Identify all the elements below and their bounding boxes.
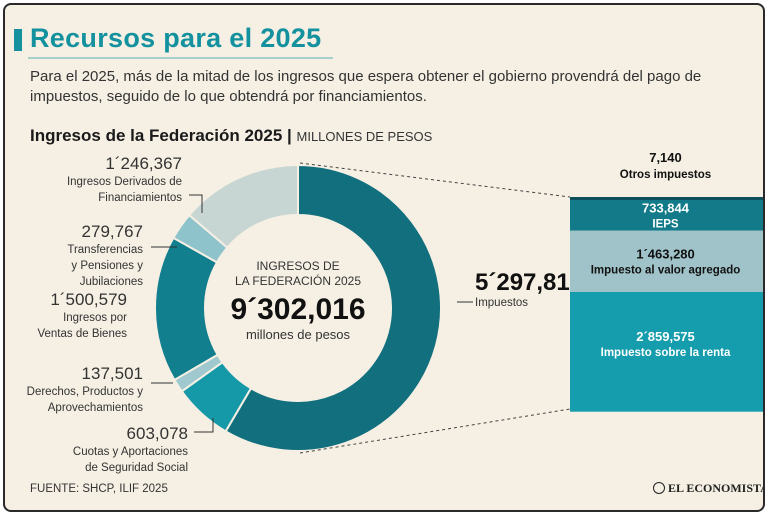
center-unit: millones de pesos [246,327,351,342]
source-note: FUENTE: SHCP, ILIF 2025 [30,483,168,495]
slice-value-2: 137,501 [82,364,143,383]
bar-label-3: Impuesto sobre la renta [601,347,731,359]
slice-label-4-2: Jubilaciones [80,276,144,288]
center-total: 9´302,016 [230,293,365,326]
slice-label-2-1: Aprovechamientos [48,402,143,414]
slice-label-3-0: Ingresos por [63,312,127,324]
bar-segment-2 [570,230,763,292]
title-accent-bar [14,29,22,51]
slice-label-1-1: de Seguridad Social [85,462,188,474]
bar-label-0: Otros impuestos [620,169,711,181]
chart-title-text: Ingresos de la Federación 2025 [30,126,283,145]
chart-title: Ingresos de la Federación 2025 | MILLONE… [30,126,432,146]
slice-label-3-1: Ventas de Bienes [37,328,127,340]
slice-label-0-0: Impuestos [475,297,528,309]
brand-globe-icon [653,482,665,494]
bar-label-2: Impuesto al valor agregado [591,264,741,276]
bar-segment-1 [570,200,763,231]
slice-label-4-1: y Pensiones y [71,260,143,272]
center-line2: LA FEDERACIÓN 2025 [235,273,361,288]
slice-label-5-0: Ingresos Derivados de [67,176,182,188]
page-title: Recursos para el 2025 [30,23,322,53]
slice-label-4-0: Transferencias [67,244,143,256]
bar-segment-3 [570,291,763,412]
slice-label-5-1: Financiamientos [98,192,182,204]
chart-title-divider: | [287,126,297,145]
donut-slice-5 [187,163,299,250]
slice-label-1-0: Cuotas y Aportaciones [73,446,188,458]
infographic-frame: Recursos para el 2025 Para el 2025, más … [3,3,765,512]
slice-value-1: 603,078 [127,424,188,443]
center-line1: INGRESOS DE [256,259,339,273]
donut-chart [154,163,442,452]
slice-value-5: 1´246,367 [105,154,182,173]
bar-value-2: 1´463,280 [636,246,695,261]
title-underline [28,57,333,59]
leader-lines [151,162,571,454]
donut-slice-0 [224,163,442,452]
bar-label-1: IEPS [652,218,679,230]
bar-value-1: 733,844 [642,200,690,215]
impuestos-breakdown-bar: 7,140 Otros impuestos 733,844 IEPS 1´463,280… [570,150,763,412]
slice-label-2-0: Derechos, Productos y [27,386,144,398]
leader-line-5 [189,194,203,213]
chart-unit: MILLONES DE PESOS [296,129,433,144]
bar-value-3: 2´859,575 [636,329,695,344]
slice-value-3: 1´500,579 [50,290,127,309]
bar-value-0: 7,140 [649,150,682,165]
donut-center: INGRESOS DE LA FEDERACIÓN 2025 9´302,016… [230,259,365,342]
slice-value-0: 5´297,813 [475,269,583,296]
brand-name: EL ECONOMISTA [668,481,765,495]
bar-segment-0 [570,197,763,200]
leader-line-1 [194,418,214,433]
brand-logo: EL ECONOMISTA [653,481,765,496]
slice-value-4: 279,767 [82,222,143,241]
donut-slice-3 [154,236,219,382]
page-subtitle: Para el 2025, más de la mitad de los ing… [30,68,702,105]
